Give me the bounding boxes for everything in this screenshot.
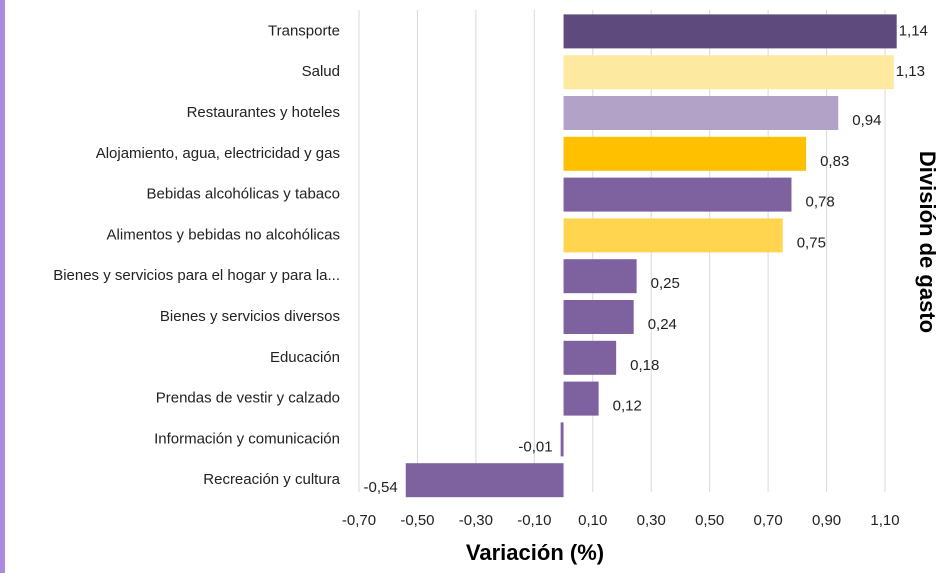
x-tick-label: 0,50	[695, 512, 724, 529]
category-label: Bienes y servicios diversos	[160, 308, 340, 325]
category-label: Transporte	[268, 22, 340, 39]
value-label: 0,12	[613, 398, 642, 415]
x-tick-label: 0,70	[754, 512, 783, 529]
bar	[563, 218, 783, 253]
value-label: -0,01	[518, 438, 552, 455]
category-label: Información y comunicación	[154, 430, 340, 447]
bar	[560, 422, 564, 457]
bar	[563, 177, 792, 212]
bar	[563, 259, 637, 294]
y-axis-title: División de gasto	[915, 151, 940, 333]
value-label: 0,24	[648, 316, 677, 333]
value-label: 1,13	[896, 63, 925, 80]
x-tick-label: 0,10	[578, 512, 607, 529]
side-stripe	[0, 0, 5, 573]
value-label: 0,78	[805, 194, 834, 211]
category-label: Alojamiento, agua, electricidad y gas	[96, 145, 340, 162]
bar	[563, 96, 839, 130]
value-label: 0,25	[651, 275, 680, 292]
x-tick-label: -0,70	[342, 512, 376, 529]
bar	[563, 300, 634, 334]
bar	[563, 340, 617, 375]
category-label: Educación	[270, 349, 340, 366]
category-label: Prendas de vestir y calzado	[156, 390, 340, 407]
x-tick-label: 1,10	[870, 512, 899, 529]
value-label: 0,83	[820, 153, 849, 170]
category-label: Alimentos y bebidas no alcohólicas	[107, 226, 340, 243]
x-tick-label: -0,50	[400, 512, 434, 529]
x-tick-label: 0,90	[812, 512, 841, 529]
value-label: 0,75	[797, 234, 826, 251]
category-label: Bienes y servicios para el hogar y para …	[53, 267, 340, 284]
x-axis-title: Variación (%)	[466, 540, 604, 565]
bar	[563, 55, 894, 90]
x-tick-label: -0,10	[517, 512, 551, 529]
bar	[563, 14, 897, 49]
bar	[563, 381, 599, 416]
value-label: 1,14	[899, 22, 928, 39]
category-label: Salud	[302, 63, 340, 80]
category-label: Restaurantes y hoteles	[187, 104, 340, 121]
value-label: 0,18	[630, 357, 659, 374]
x-tick-label: -0,30	[459, 512, 493, 529]
category-label: Bebidas alcohólicas y tabaco	[147, 186, 340, 203]
category-label: Recreación y cultura	[203, 471, 340, 488]
bar	[563, 136, 807, 171]
x-tick-label: 0,30	[637, 512, 666, 529]
bar	[405, 463, 564, 498]
value-label: -0,54	[364, 479, 398, 496]
value-label: 0,94	[852, 112, 881, 129]
